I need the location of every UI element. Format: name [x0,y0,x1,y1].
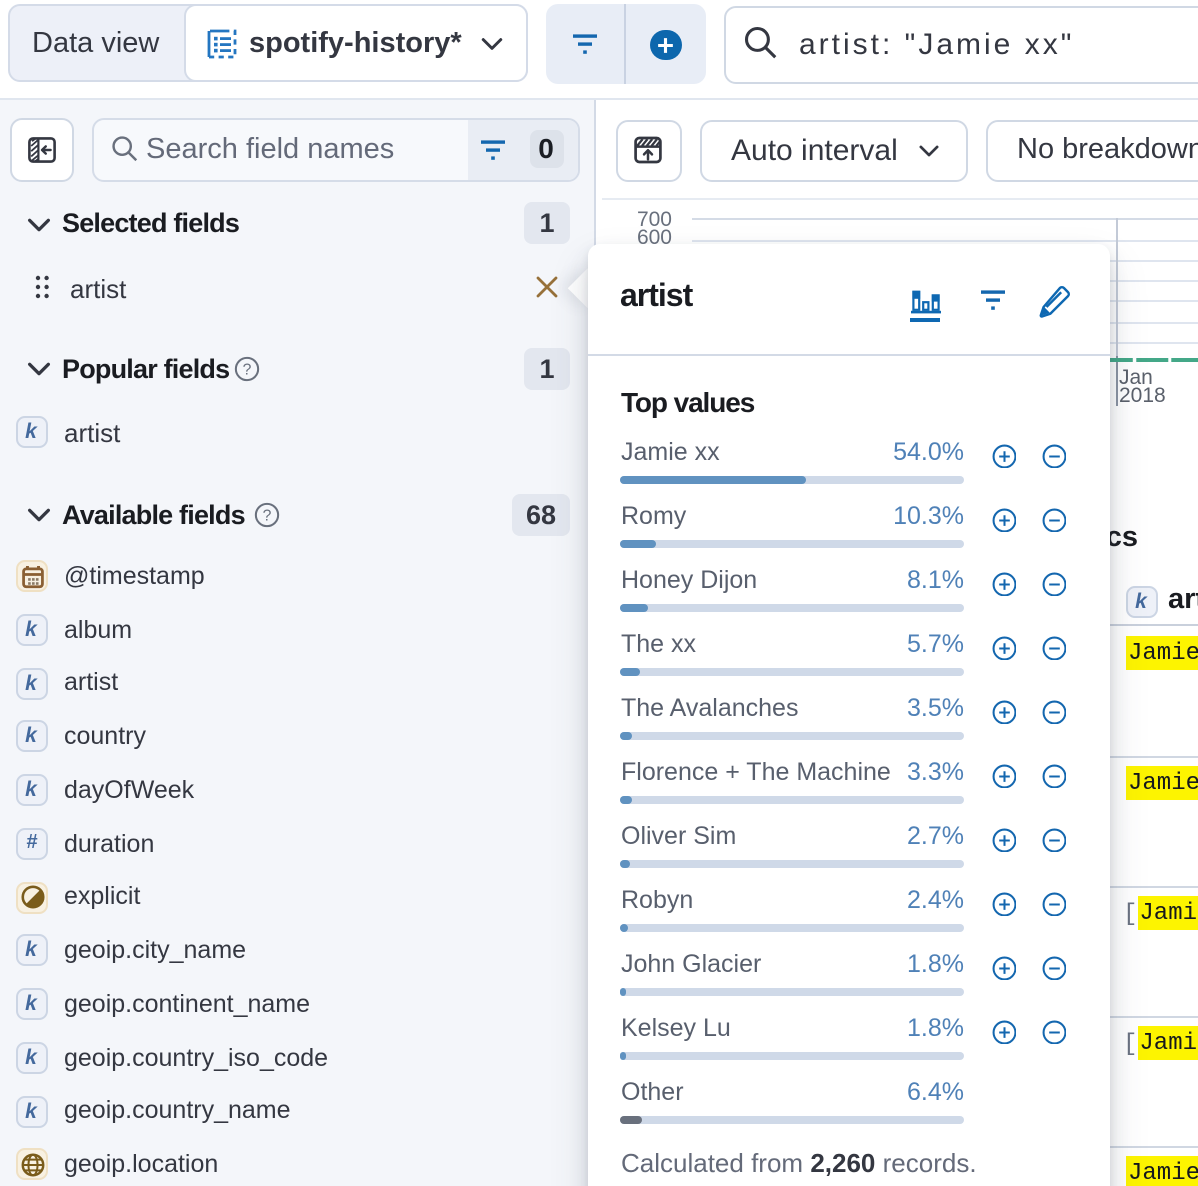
svg-text:?: ? [262,507,271,524]
svg-text:?: ? [243,361,252,378]
